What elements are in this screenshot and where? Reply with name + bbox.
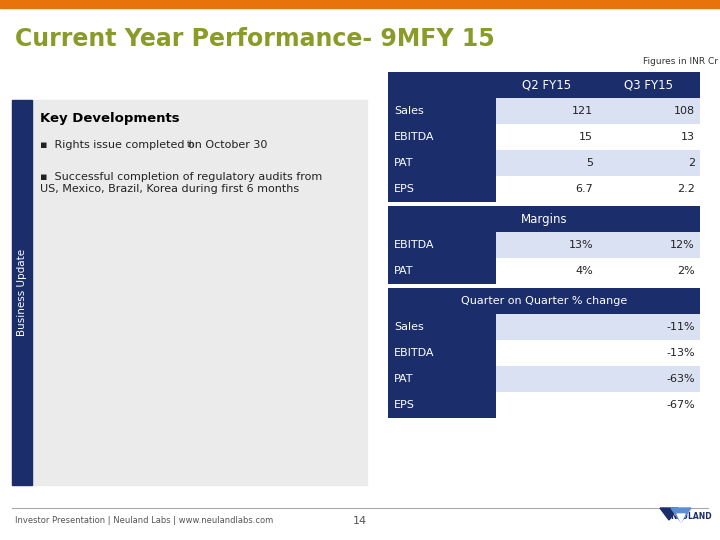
- Bar: [388, 288, 700, 314]
- Text: EBITDA: EBITDA: [394, 240, 434, 250]
- Polygon shape: [660, 508, 678, 520]
- Text: 13%: 13%: [568, 240, 593, 250]
- Bar: [388, 150, 496, 176]
- Text: 6.7: 6.7: [575, 184, 593, 194]
- Bar: [598, 72, 700, 98]
- Bar: [496, 124, 598, 150]
- Bar: [496, 98, 598, 124]
- Bar: [496, 314, 700, 340]
- Bar: [388, 72, 496, 98]
- Bar: [598, 258, 700, 284]
- Bar: [388, 98, 496, 124]
- Bar: [388, 314, 496, 340]
- Bar: [388, 392, 496, 418]
- Text: 15: 15: [579, 132, 593, 142]
- Bar: [496, 176, 598, 202]
- Text: Key Developments: Key Developments: [40, 112, 179, 125]
- Bar: [0, 0, 720, 8]
- Text: EBITDA: EBITDA: [394, 348, 434, 358]
- Text: Quarter on Quarter % change: Quarter on Quarter % change: [461, 296, 627, 306]
- Text: 2%: 2%: [678, 266, 695, 276]
- Bar: [598, 176, 700, 202]
- Bar: [388, 258, 496, 284]
- Text: ▪  Successful completion of regulatory audits from
US, Mexico, Brazil, Korea dur: ▪ Successful completion of regulatory au…: [40, 172, 323, 194]
- Text: 2: 2: [688, 158, 695, 168]
- Text: -67%: -67%: [666, 400, 695, 410]
- Polygon shape: [671, 508, 691, 522]
- Text: Margins: Margins: [521, 213, 567, 226]
- Text: EPS: EPS: [394, 400, 415, 410]
- Text: 12%: 12%: [670, 240, 695, 250]
- Text: -63%: -63%: [667, 374, 695, 384]
- Text: EBITDA: EBITDA: [394, 132, 434, 142]
- Bar: [388, 232, 496, 258]
- Bar: [12, 100, 32, 485]
- Bar: [496, 392, 700, 418]
- Text: Current Year Performance- 9MFY 15: Current Year Performance- 9MFY 15: [15, 27, 495, 51]
- Text: Q3 FY15: Q3 FY15: [624, 78, 673, 91]
- Text: Q2 FY15: Q2 FY15: [523, 78, 572, 91]
- Bar: [598, 150, 700, 176]
- Text: 5: 5: [586, 158, 593, 168]
- Bar: [388, 206, 700, 232]
- Bar: [388, 366, 496, 392]
- Bar: [598, 124, 700, 150]
- Text: Sales: Sales: [394, 106, 424, 116]
- Polygon shape: [677, 514, 685, 522]
- Text: Business Update: Business Update: [17, 249, 27, 336]
- Bar: [496, 232, 598, 258]
- Bar: [496, 72, 598, 98]
- Text: 2.2: 2.2: [677, 184, 695, 194]
- Bar: [12, 100, 367, 485]
- Text: 13: 13: [681, 132, 695, 142]
- Text: 14: 14: [353, 516, 367, 526]
- Text: 108: 108: [674, 106, 695, 116]
- Bar: [496, 258, 598, 284]
- Bar: [496, 150, 598, 176]
- Text: -13%: -13%: [667, 348, 695, 358]
- Bar: [598, 98, 700, 124]
- Bar: [388, 124, 496, 150]
- Text: Figures in INR Cr: Figures in INR Cr: [643, 57, 718, 66]
- Bar: [496, 366, 700, 392]
- Bar: [598, 232, 700, 258]
- Text: -11%: -11%: [667, 322, 695, 332]
- Bar: [388, 340, 496, 366]
- Text: Sales: Sales: [394, 322, 424, 332]
- Bar: [496, 340, 700, 366]
- Text: 4%: 4%: [575, 266, 593, 276]
- Text: th: th: [187, 140, 195, 149]
- Text: 121: 121: [572, 106, 593, 116]
- Text: PAT: PAT: [394, 158, 413, 168]
- Text: PAT: PAT: [394, 266, 413, 276]
- Text: PAT: PAT: [394, 374, 413, 384]
- Bar: [388, 176, 496, 202]
- Text: NEULAND: NEULAND: [670, 512, 712, 521]
- Text: ▪  Rights issue completed on October 30: ▪ Rights issue completed on October 30: [40, 140, 267, 150]
- Text: Investor Presentation | Neuland Labs | www.neulandlabs.com: Investor Presentation | Neuland Labs | w…: [15, 516, 274, 525]
- Text: EPS: EPS: [394, 184, 415, 194]
